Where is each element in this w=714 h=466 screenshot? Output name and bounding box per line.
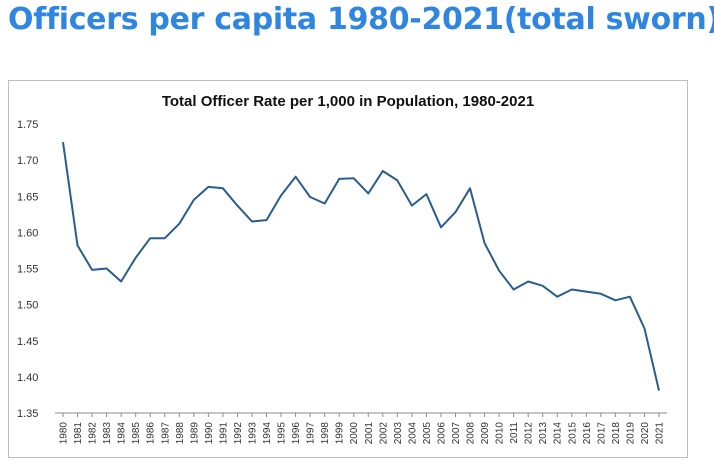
chart-title: Total Officer Rate per 1,000 in Populati… xyxy=(162,93,534,110)
x-tick-label: 2020 xyxy=(640,422,651,445)
x-tick-label: 2003 xyxy=(393,422,404,445)
y-tick-label: 1.65 xyxy=(17,191,38,203)
x-tick-label: 2017 xyxy=(596,422,607,445)
x-tick-label: 1983 xyxy=(102,422,113,445)
y-tick-label: 1.70 xyxy=(17,155,38,167)
y-tick-label: 1.45 xyxy=(17,336,38,348)
page-title: Officers per capita 1980-2021(total swor… xyxy=(8,2,714,37)
x-tick-label: 2009 xyxy=(480,422,491,445)
x-tick-label: 2014 xyxy=(553,422,564,445)
line-chart: Total Officer Rate per 1,000 in Populati… xyxy=(17,93,667,444)
x-tick-label: 2016 xyxy=(582,422,593,445)
x-tick-label: 2001 xyxy=(364,422,375,445)
x-tick-label: 2008 xyxy=(466,422,477,445)
y-tick-label: 1.55 xyxy=(17,264,38,276)
x-tick-label: 2005 xyxy=(422,422,433,445)
x-tick-label: 1996 xyxy=(291,422,302,445)
y-tick-label: 1.75 xyxy=(17,119,38,131)
series-line xyxy=(62,141,660,391)
x-tick-label: 1989 xyxy=(189,422,200,445)
x-tick-label: 1985 xyxy=(131,422,142,445)
x-tick-label: 2011 xyxy=(509,422,520,444)
x-tick-label: 1984 xyxy=(117,422,128,445)
x-tick-label: 2012 xyxy=(524,422,535,445)
data-points xyxy=(62,142,660,391)
x-tick-label: 1992 xyxy=(233,422,244,445)
x-tick-label: 1990 xyxy=(204,422,215,445)
x-tick-label: 1982 xyxy=(88,422,99,445)
x-tick-label: 1980 xyxy=(59,422,70,445)
x-tick-label: 2006 xyxy=(436,422,447,445)
x-tick-label: 1994 xyxy=(262,422,273,445)
x-tick-label: 1988 xyxy=(175,422,186,445)
x-tick-label: 2021 xyxy=(655,422,666,445)
x-tick-label: 2004 xyxy=(407,422,418,445)
x-tick-label: 1981 xyxy=(73,422,84,445)
x-tick-label: 1987 xyxy=(160,422,171,445)
x-tick-label: 2007 xyxy=(451,422,462,445)
y-tick-label: 1.50 xyxy=(17,300,38,312)
x-tick-label: 2000 xyxy=(349,422,360,445)
x-tick-label: 2015 xyxy=(567,422,578,445)
y-tick-label: 1.40 xyxy=(17,372,38,384)
y-axis-ticks: 1.35 1.40 1.45 1.50 1.55 1.60 1.65 1.70 1.75 xyxy=(17,119,38,420)
x-tick-label: 1999 xyxy=(335,422,346,445)
x-tick-label: 2019 xyxy=(625,422,636,445)
x-tick-label: 2010 xyxy=(495,422,506,445)
x-tick-label: 1997 xyxy=(306,422,317,445)
x-tick-label: 1991 xyxy=(218,422,229,445)
chart-frame: Total Officer Rate per 1,000 in Populati… xyxy=(8,80,688,458)
x-tick-label: 2002 xyxy=(378,422,389,445)
x-axis-ticks: 1980 1981 1982 1983 1984 1985 1986 1987 1988 1989… xyxy=(59,413,666,444)
x-tick-label: 2013 xyxy=(538,422,549,445)
x-tick-label: 1995 xyxy=(277,422,288,445)
x-tick-label: 1993 xyxy=(247,422,258,445)
x-tick-label: 2018 xyxy=(611,422,622,445)
y-tick-label: 1.60 xyxy=(17,227,38,239)
y-tick-label: 1.35 xyxy=(17,408,38,420)
x-tick-label: 1986 xyxy=(146,422,157,445)
x-tick-label: 1998 xyxy=(320,422,331,445)
